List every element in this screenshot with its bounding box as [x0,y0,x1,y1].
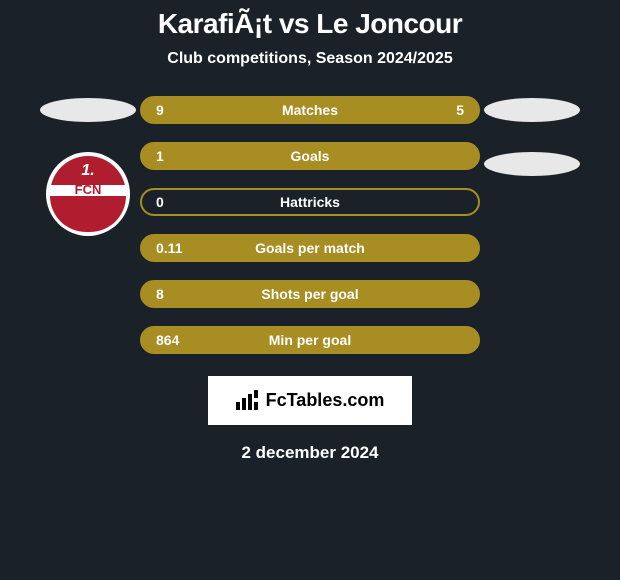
stat-label: Hattricks [142,194,478,210]
stat-row: 1Goals [140,142,480,170]
stat-row: 9Matches5 [140,96,480,124]
left-side-column: 1. FCN [36,96,140,236]
stat-column: 9Matches5 1Goals 0Hattricks 0.11Goals per m… [140,96,480,354]
footer: FcTables.com 2 december 2024 [0,376,620,463]
player-right-placeholder-1 [484,98,580,122]
stat-value-left: 8 [156,286,164,302]
stat-label: Shots per goal [142,286,478,302]
crest-text-band: FCN [46,182,130,197]
widget-container: KarafiÃ¡t vs Le Joncour Club competition… [0,0,620,580]
stat-row: 0Hattricks [140,188,480,216]
stat-value-left: 9 [156,102,164,118]
page-subtitle: Club competitions, Season 2024/2025 [0,50,620,68]
stat-value-left: 1 [156,148,164,164]
stat-value-left: 0.11 [156,240,182,256]
page-title: KarafiÃ¡t vs Le Joncour [0,8,620,40]
stat-value-left: 864 [156,332,179,348]
stat-value-left: 0 [156,194,164,210]
stat-label: Min per goal [142,332,478,348]
stat-row: 864Min per goal [140,326,480,354]
stat-label: Goals [142,148,478,164]
crest-bottom [50,196,126,232]
player-right-placeholder-2 [484,152,580,176]
stat-label: Goals per match [142,240,478,256]
stat-row: 8Shots per goal [140,280,480,308]
stat-value-right: 5 [456,102,464,118]
stat-label: Matches [142,102,478,118]
brand-label: FcTables.com [266,390,385,411]
date-label: 2 december 2024 [0,443,620,463]
main-area: 1. FCN 9Matches51Goals0Hattricks0.11Goal… [0,96,620,354]
club-crest-left: 1. FCN [46,152,130,236]
right-side-column [480,96,584,176]
bars-icon [236,392,258,410]
player-left-placeholder [40,98,136,122]
brand-link[interactable]: FcTables.com [208,376,413,425]
stat-row: 0.11Goals per match [140,234,480,262]
crest-text-top: 1. [46,162,130,180]
